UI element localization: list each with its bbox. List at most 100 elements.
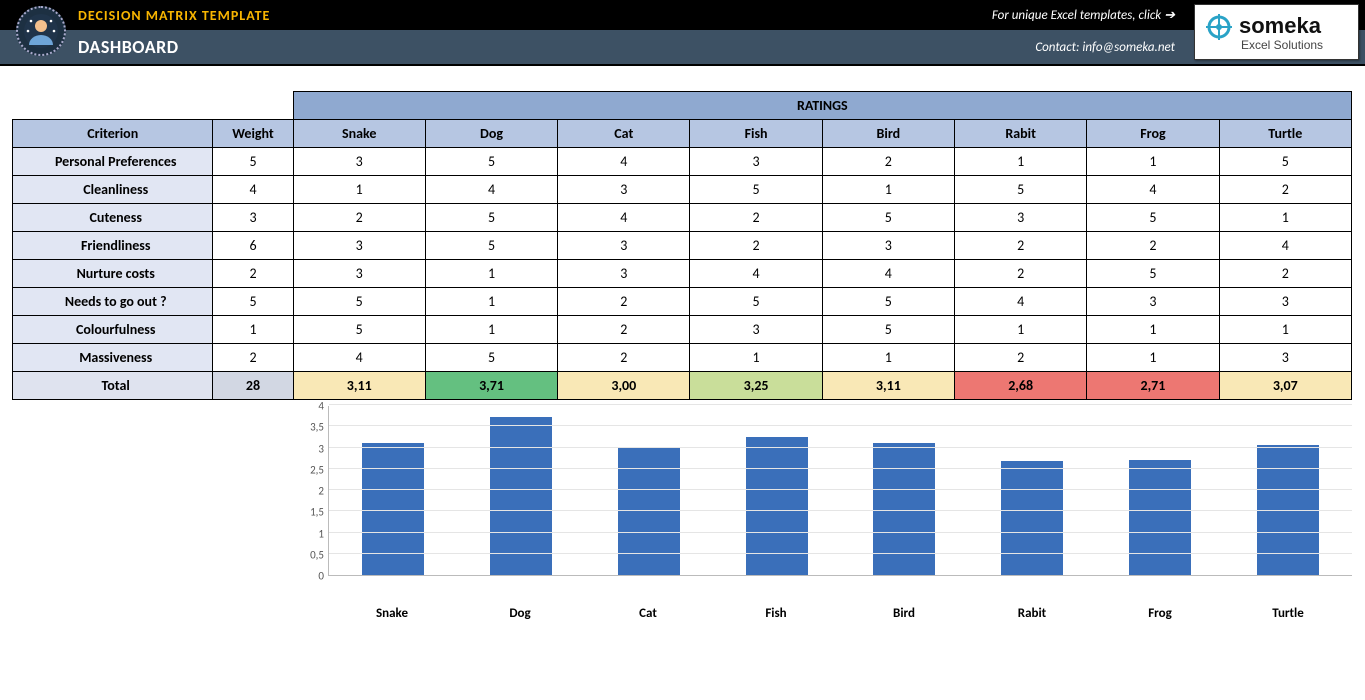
- rating-cell[interactable]: 4: [293, 344, 425, 372]
- rating-cell[interactable]: 1: [955, 316, 1087, 344]
- rating-cell[interactable]: 5: [293, 316, 425, 344]
- rating-cell[interactable]: 4: [1219, 232, 1351, 260]
- rating-cell[interactable]: 2: [690, 204, 822, 232]
- rating-cell[interactable]: 3: [690, 148, 822, 176]
- rating-cell[interactable]: 1: [425, 260, 557, 288]
- decision-matrix-table: RATINGS Criterion Weight SnakeDogCatFish…: [12, 91, 1352, 400]
- rating-cell[interactable]: 3: [1087, 288, 1219, 316]
- weight-cell[interactable]: 5: [213, 148, 293, 176]
- rating-cell[interactable]: 3: [955, 204, 1087, 232]
- criterion-cell[interactable]: Nurture costs: [13, 260, 213, 288]
- rating-cell[interactable]: 2: [558, 344, 690, 372]
- rating-cell[interactable]: 2: [1219, 260, 1351, 288]
- criterion-cell[interactable]: Needs to go out ?: [13, 288, 213, 316]
- svg-text:someka: someka: [1239, 13, 1322, 38]
- someka-logo[interactable]: someka Excel Solutions: [1194, 4, 1359, 60]
- rating-cell[interactable]: 5: [1087, 260, 1219, 288]
- rating-cell[interactable]: 4: [558, 148, 690, 176]
- rating-cell[interactable]: 5: [425, 344, 557, 372]
- rating-cell[interactable]: 1: [822, 176, 954, 204]
- option-header: Fish: [690, 120, 822, 148]
- chart-gridline: [329, 468, 1352, 469]
- rating-cell[interactable]: 1: [1087, 316, 1219, 344]
- weight-cell[interactable]: 3: [213, 204, 293, 232]
- rating-cell[interactable]: 4: [425, 176, 557, 204]
- chart-ytick-label: 0: [318, 570, 324, 583]
- criterion-cell[interactable]: Friendliness: [13, 232, 213, 260]
- rating-cell[interactable]: 4: [558, 204, 690, 232]
- cta-link[interactable]: For unique Excel templates, click ➔: [992, 8, 1175, 23]
- rating-cell[interactable]: 4: [1087, 176, 1219, 204]
- rating-cell[interactable]: 2: [1219, 176, 1351, 204]
- rating-cell[interactable]: 2: [558, 316, 690, 344]
- rating-cell[interactable]: 2: [955, 232, 1087, 260]
- totals-bar-chart: 00,511,522,533,54 SnakeDogCatFishBirdRab…: [298, 406, 1352, 601]
- rating-cell[interactable]: 5: [1087, 204, 1219, 232]
- weight-cell[interactable]: 6: [213, 232, 293, 260]
- rating-cell[interactable]: 5: [955, 176, 1087, 204]
- rating-cell[interactable]: 1: [690, 344, 822, 372]
- rating-cell[interactable]: 1: [293, 176, 425, 204]
- criterion-cell[interactable]: Cuteness: [13, 204, 213, 232]
- rating-cell[interactable]: 1: [425, 316, 557, 344]
- rating-cell[interactable]: 5: [690, 288, 822, 316]
- rating-cell[interactable]: 3: [558, 176, 690, 204]
- chart-y-axis: 00,511,522,533,54: [298, 406, 328, 576]
- rating-cell[interactable]: 1: [1087, 344, 1219, 372]
- rating-cell[interactable]: 5: [425, 148, 557, 176]
- criterion-cell[interactable]: Personal Preferences: [13, 148, 213, 176]
- rating-cell[interactable]: 2: [558, 288, 690, 316]
- rating-cell[interactable]: 5: [822, 204, 954, 232]
- chart-xtick-label: Turtle: [1224, 606, 1352, 621]
- criterion-cell[interactable]: Massiveness: [13, 344, 213, 372]
- weight-cell[interactable]: 5: [213, 288, 293, 316]
- rating-cell[interactable]: 1: [822, 344, 954, 372]
- chart-gridline: [329, 447, 1352, 448]
- rating-cell[interactable]: 3: [690, 316, 822, 344]
- rating-cell[interactable]: 5: [690, 176, 822, 204]
- rating-cell[interactable]: 5: [293, 288, 425, 316]
- chart-ytick-label: 2,5: [310, 463, 324, 476]
- total-weight: 28: [213, 372, 293, 400]
- weight-cell[interactable]: 2: [213, 344, 293, 372]
- chart-bar-slot: [713, 406, 841, 575]
- rating-cell[interactable]: 5: [822, 288, 954, 316]
- rating-cell[interactable]: 2: [293, 204, 425, 232]
- rating-cell[interactable]: 3: [293, 232, 425, 260]
- rating-cell[interactable]: 5: [425, 204, 557, 232]
- rating-cell[interactable]: 4: [822, 260, 954, 288]
- rating-cell[interactable]: 1: [1087, 148, 1219, 176]
- rating-cell[interactable]: 2: [955, 260, 1087, 288]
- rating-cell[interactable]: 3: [1219, 344, 1351, 372]
- rating-cell[interactable]: 1: [1219, 204, 1351, 232]
- chart-ytick-label: 3: [318, 442, 324, 455]
- rating-cell[interactable]: 3: [558, 232, 690, 260]
- rating-cell[interactable]: 2: [1087, 232, 1219, 260]
- weight-cell[interactable]: 2: [213, 260, 293, 288]
- rating-cell[interactable]: 3: [558, 260, 690, 288]
- option-header: Cat: [558, 120, 690, 148]
- weight-cell[interactable]: 1: [213, 316, 293, 344]
- rating-cell[interactable]: 3: [822, 232, 954, 260]
- rating-cell[interactable]: 3: [293, 148, 425, 176]
- rating-cell[interactable]: 2: [690, 232, 822, 260]
- chart-xtick-label: Fish: [712, 606, 840, 621]
- rating-cell[interactable]: 3: [293, 260, 425, 288]
- rating-cell[interactable]: 2: [955, 344, 1087, 372]
- criterion-cell[interactable]: Cleanliness: [13, 176, 213, 204]
- chart-bar-slot: [968, 406, 1096, 575]
- criterion-cell[interactable]: Colourfulness: [13, 316, 213, 344]
- rating-cell[interactable]: 1: [955, 148, 1087, 176]
- chart-bar: [746, 437, 808, 575]
- rating-cell[interactable]: 5: [1219, 148, 1351, 176]
- chart-xtick-label: Cat: [584, 606, 712, 621]
- rating-cell[interactable]: 1: [1219, 316, 1351, 344]
- rating-cell[interactable]: 2: [822, 148, 954, 176]
- rating-cell[interactable]: 4: [955, 288, 1087, 316]
- rating-cell[interactable]: 1: [425, 288, 557, 316]
- rating-cell[interactable]: 5: [822, 316, 954, 344]
- rating-cell[interactable]: 4: [690, 260, 822, 288]
- rating-cell[interactable]: 3: [1219, 288, 1351, 316]
- weight-cell[interactable]: 4: [213, 176, 293, 204]
- rating-cell[interactable]: 5: [425, 232, 557, 260]
